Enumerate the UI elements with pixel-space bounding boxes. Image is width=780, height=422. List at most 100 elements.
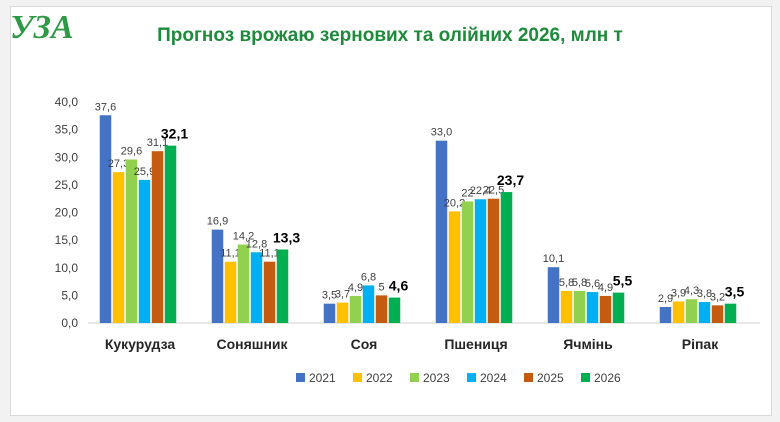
data-label-2023: 5,8 (572, 277, 587, 289)
bar-2025 (375, 295, 388, 323)
bar-2022 (560, 290, 573, 323)
legend-swatch-2021 (296, 373, 305, 382)
bar-2022 (224, 261, 237, 323)
data-label-2023: 4,9 (348, 282, 363, 294)
data-label-2024: 12,8 (246, 238, 267, 250)
data-label-2023: 14,2 (233, 231, 254, 243)
data-label-2022: 5,8 (559, 277, 574, 289)
legend-swatch-2024 (467, 373, 476, 382)
bar-2024 (362, 285, 375, 323)
legend-label-2021: 2021 (309, 371, 336, 385)
bar-2023 (349, 295, 362, 323)
data-label-2026: 4,6 (389, 278, 409, 294)
legend-label-2022: 2022 (366, 371, 393, 385)
bar-2023 (461, 201, 474, 323)
data-label-2022: 3,7 (335, 289, 350, 301)
category-label: Пшениця (444, 336, 507, 352)
data-label-2022: 20,2 (444, 197, 465, 209)
data-label-2023: 29,6 (121, 145, 142, 157)
bar-2023 (685, 299, 698, 323)
bar-2024 (698, 302, 711, 323)
bar-2022 (448, 211, 461, 323)
data-label-2025: 22,5 (483, 185, 504, 197)
bar-2026 (276, 249, 289, 323)
bar-2021 (659, 306, 672, 323)
bar-2025 (599, 295, 612, 323)
legend-swatch-2022 (353, 373, 362, 382)
category-label: Кукурудза (105, 336, 176, 352)
data-label-2023: 4,3 (684, 285, 699, 297)
bar-2025 (487, 198, 500, 323)
category-label: Соняшник (216, 336, 288, 352)
uza-logo: УЗА (10, 9, 74, 46)
y-tick-label: 5,0 (61, 288, 78, 302)
bar-2026 (724, 303, 737, 323)
y-tick-label: 25,0 (55, 178, 79, 192)
legend-label-2023: 2023 (423, 371, 450, 385)
y-tick-label: 20,0 (55, 206, 79, 220)
data-label-2021: 3,5 (322, 290, 337, 302)
data-label-2025: 11,1 (259, 248, 280, 260)
legend-swatch-2023 (410, 373, 419, 382)
y-tick-label: 30,0 (55, 150, 79, 164)
chart-title: Прогноз врожаю зернових та олійних 2026,… (157, 25, 623, 46)
y-tick-label: 10,0 (55, 261, 79, 275)
category-label: Соя (351, 336, 378, 352)
bar-2021 (99, 115, 112, 323)
logo-text: УЗА (10, 9, 74, 46)
legend-label-2025: 2025 (537, 371, 564, 385)
bar-2021 (211, 229, 224, 323)
bar-2023 (125, 159, 138, 323)
data-label-2024: 3,8 (697, 288, 712, 300)
bar-2021 (323, 303, 336, 323)
bar-2021 (547, 267, 560, 323)
bar-2026 (612, 292, 625, 323)
data-label-2026: 3,5 (725, 284, 745, 300)
bar-2025 (151, 151, 164, 323)
bar-2025 (263, 261, 276, 323)
bar-2024 (586, 292, 599, 323)
data-label-2022: 3,9 (671, 287, 686, 299)
data-label-2025: 31,1 (147, 137, 168, 149)
bar-2023 (237, 244, 250, 323)
bar-2022 (112, 172, 125, 323)
category-label: Ячмінь (563, 336, 613, 352)
bar-2026 (388, 297, 401, 323)
data-label-2025: 4,9 (598, 282, 613, 294)
legend-label-2024: 2024 (480, 371, 507, 385)
data-label-2021: 37,6 (95, 101, 116, 113)
legend-label-2026: 2026 (594, 371, 621, 385)
bar-2025 (711, 305, 724, 323)
data-label-2026: 23,7 (497, 172, 524, 188)
legend-swatch-2026 (581, 373, 590, 382)
data-label-2022: 27,3 (108, 158, 129, 170)
bar-2024 (474, 199, 487, 323)
data-label-2026: 13,3 (273, 230, 300, 246)
bar-2024 (138, 179, 151, 323)
data-label-2021: 2,9 (658, 293, 673, 305)
data-label-2024: 6,8 (361, 271, 376, 283)
data-label-2025: 3,2 (710, 291, 725, 303)
bar-2024 (250, 252, 263, 323)
data-label-2025: 5 (378, 281, 384, 293)
data-label-2026: 5,5 (613, 273, 633, 289)
data-label-2021: 33,0 (431, 127, 452, 139)
data-label-2022: 11,1 (220, 248, 241, 260)
data-label-2021: 10,1 (543, 253, 564, 265)
y-tick-label: 35,0 (55, 123, 79, 137)
bar-2026 (500, 192, 513, 323)
bar-2022 (672, 301, 685, 323)
bar-2022 (336, 302, 349, 323)
y-tick-label: 0,0 (61, 316, 78, 330)
data-label-2023: 22 (461, 187, 473, 199)
data-label-2026: 32,1 (161, 126, 188, 142)
legend-swatch-2025 (524, 373, 533, 382)
data-label-2024: 22,4 (470, 185, 491, 197)
bar-2021 (435, 140, 448, 323)
bar-2023 (573, 290, 586, 323)
y-tick-label: 40,0 (55, 95, 79, 109)
data-label-2021: 16,9 (207, 216, 228, 228)
data-label-2024: 25,9 (134, 166, 155, 178)
y-tick-label: 15,0 (55, 233, 79, 247)
